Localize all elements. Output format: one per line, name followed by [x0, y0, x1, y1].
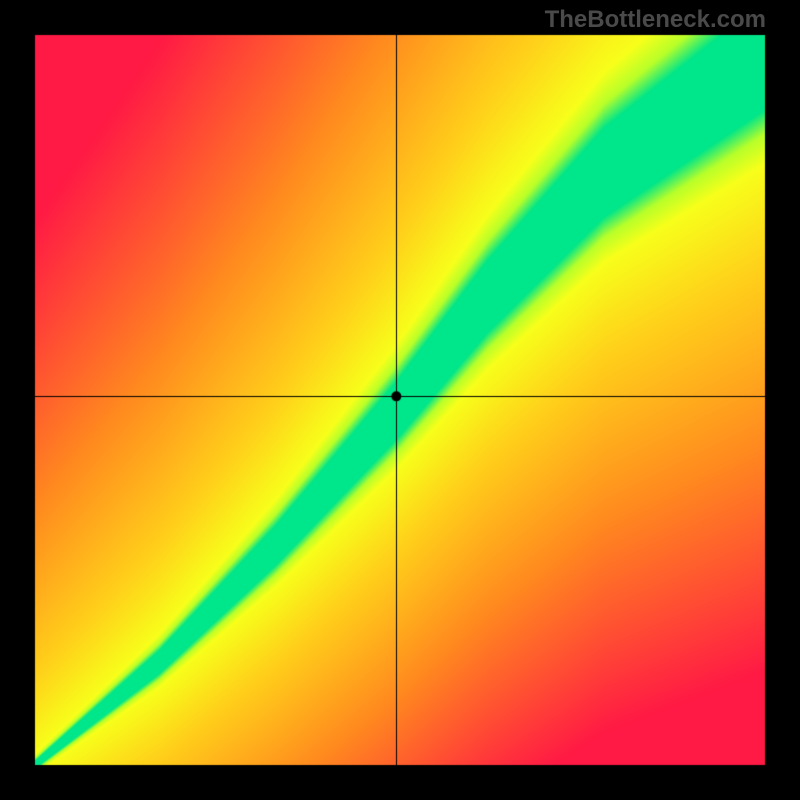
- bottleneck-heatmap: [0, 0, 800, 800]
- watermark-text: TheBottleneck.com: [545, 6, 766, 34]
- chart-container: TheBottleneck.com: [0, 0, 800, 800]
